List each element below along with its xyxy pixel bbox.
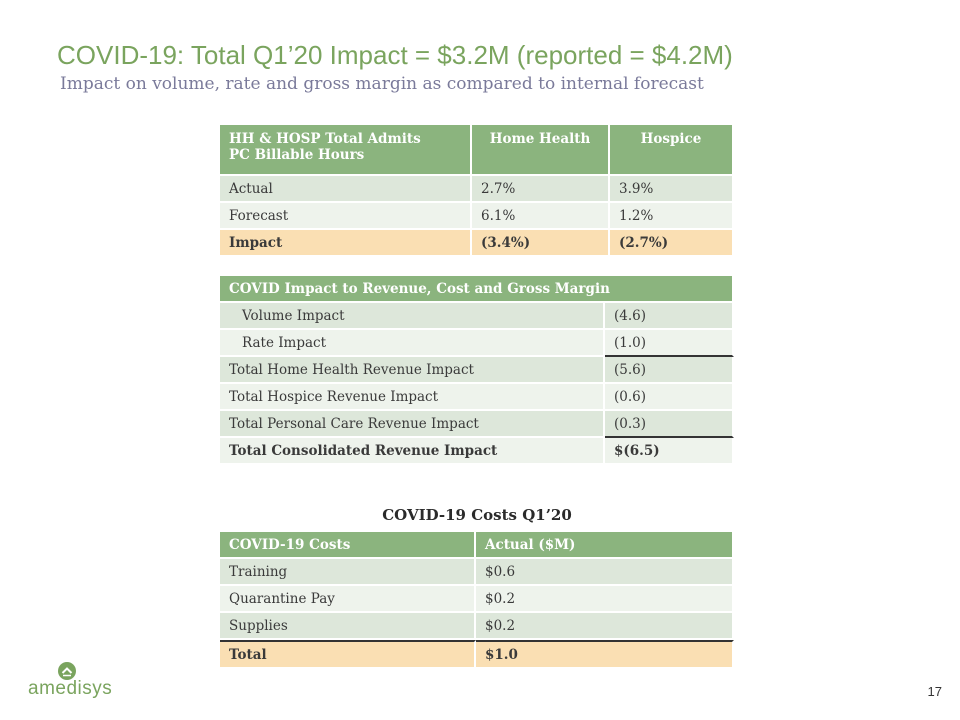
costs-table-title: COVID-19 Costs Q1’20 <box>382 506 572 524</box>
roof-chevron-icon <box>58 662 76 680</box>
row-label: Impact <box>220 230 472 257</box>
col-covid-costs: COVID-19 Costs <box>220 532 476 559</box>
row-value: (1.0) <box>605 330 734 357</box>
table-row: Rate Impact (1.0) <box>220 330 734 357</box>
row-label: Total Personal Care Revenue Impact <box>220 411 605 438</box>
revenue-table-header: COVID Impact to Revenue, Cost and Gross … <box>220 276 734 303</box>
hospice-value: (2.7%) <box>610 230 734 257</box>
row-value: $0.6 <box>476 559 734 586</box>
table-header-row: COVID Impact to Revenue, Cost and Gross … <box>220 276 734 303</box>
slide-title: COVID-19: Total Q1’20 Impact = $3.2M (re… <box>57 40 733 70</box>
covid-costs-table: COVID-19 Costs Actual ($M) Training $0.6… <box>220 532 734 669</box>
table-row: Forecast 6.1% 1.2% <box>220 203 734 230</box>
row-value: (0.6) <box>605 384 734 411</box>
table-row: Supplies $0.2 <box>220 613 734 640</box>
table-row: Total Home Health Revenue Impact (5.6) <box>220 357 734 384</box>
table-row: Training $0.6 <box>220 559 734 586</box>
table-row-highlight: Impact (3.4%) (2.7%) <box>220 230 734 257</box>
amedisys-logo: amedisys <box>28 662 118 702</box>
col-actual: Actual ($M) <box>476 532 734 559</box>
hospice-value: 1.2% <box>610 203 734 230</box>
table-row: Quarantine Pay $0.2 <box>220 586 734 613</box>
table-row: Total Hospice Revenue Impact (0.6) <box>220 384 734 411</box>
hospice-value: 3.9% <box>610 176 734 203</box>
row-label: Supplies <box>220 613 476 640</box>
volume-header-line1: HH & HOSP Total Admits <box>229 131 421 147</box>
row-label: Quarantine Pay <box>220 586 476 613</box>
row-value: $1.0 <box>476 640 734 669</box>
slide-subtitle: Impact on volume, rate and gross margin … <box>60 74 704 94</box>
table-header-row: HH & HOSP Total Admits PC Billable Hours… <box>220 125 734 176</box>
row-value: (5.6) <box>605 357 734 384</box>
row-label: Actual <box>220 176 472 203</box>
page-number: 17 <box>927 684 942 699</box>
home-health-value: (3.4%) <box>472 230 610 257</box>
row-label: Rate Impact <box>220 330 605 357</box>
row-label: Forecast <box>220 203 472 230</box>
table-row-total: Total $1.0 <box>220 640 734 669</box>
table-row: Total Personal Care Revenue Impact (0.3) <box>220 411 734 438</box>
row-value: $(6.5) <box>605 438 734 465</box>
table-row-total: Total Consolidated Revenue Impact $(6.5) <box>220 438 734 465</box>
logo-text: amedisys <box>28 678 113 699</box>
table-row: Actual 2.7% 3.9% <box>220 176 734 203</box>
row-label: Total Home Health Revenue Impact <box>220 357 605 384</box>
volume-header-label: HH & HOSP Total Admits PC Billable Hours <box>220 125 472 176</box>
col-home-health: Home Health <box>472 125 610 176</box>
volume-header-line2: PC Billable Hours <box>229 147 365 163</box>
row-value: $0.2 <box>476 586 734 613</box>
row-label: Total Hospice Revenue Impact <box>220 384 605 411</box>
row-label: Total <box>220 640 476 669</box>
row-value: $0.2 <box>476 613 734 640</box>
table-row: Volume Impact (4.6) <box>220 303 734 330</box>
revenue-impact-table: COVID Impact to Revenue, Cost and Gross … <box>220 276 734 465</box>
table-header-row: COVID-19 Costs Actual ($M) <box>220 532 734 559</box>
row-value: (4.6) <box>605 303 734 330</box>
row-label: Total Consolidated Revenue Impact <box>220 438 605 465</box>
row-label: Training <box>220 559 476 586</box>
home-health-value: 2.7% <box>472 176 610 203</box>
volume-impact-table: HH & HOSP Total Admits PC Billable Hours… <box>220 125 734 257</box>
home-health-value: 6.1% <box>472 203 610 230</box>
row-value: (0.3) <box>605 411 734 438</box>
row-label: Volume Impact <box>220 303 605 330</box>
col-hospice: Hospice <box>610 125 734 176</box>
